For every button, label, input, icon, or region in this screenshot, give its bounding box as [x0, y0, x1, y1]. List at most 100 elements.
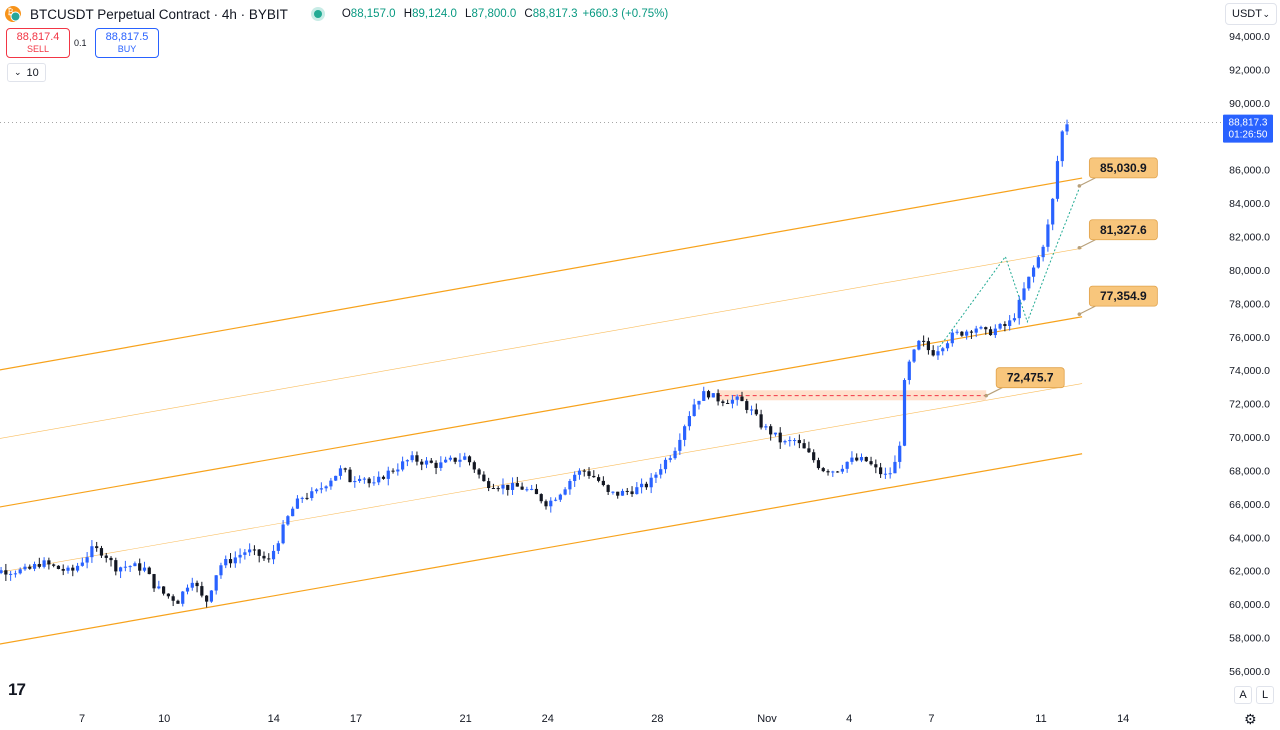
- candle-body: [85, 557, 89, 563]
- candle-body: [883, 473, 887, 475]
- x-tick-label: 17: [350, 713, 362, 725]
- ohlc-high: 89,124.0: [412, 8, 457, 20]
- candle-body: [219, 565, 223, 576]
- candle-body: [544, 501, 548, 507]
- symbol-title[interactable]: BTCUSDT Perpetual Contract · 4h · BYBIT: [30, 6, 288, 22]
- candle-body: [401, 461, 405, 470]
- candle-body: [759, 414, 763, 428]
- ohlc-high-label: H: [403, 8, 413, 20]
- candle-body: [1003, 324, 1007, 326]
- candle-body: [243, 552, 247, 555]
- candle-body: [549, 500, 553, 507]
- y-tick-label: 92,000.0: [1229, 64, 1270, 76]
- candle-body: [362, 478, 366, 480]
- y-tick-label: 66,000.0: [1229, 499, 1270, 511]
- candle-body: [859, 457, 864, 461]
- candle-body: [71, 567, 75, 571]
- candle-body: [1051, 198, 1055, 225]
- candle-body: [984, 327, 988, 330]
- candle-body: [429, 460, 433, 463]
- candle-body: [166, 593, 170, 597]
- tradingview-logo[interactable]: 17: [8, 680, 26, 699]
- x-tick-label: Nov: [757, 713, 777, 725]
- candle-body: [372, 482, 376, 484]
- candle-body: [32, 563, 37, 569]
- candle-body: [295, 498, 300, 509]
- candle-body: [343, 468, 347, 470]
- y-tick-label: 62,000.0: [1229, 566, 1270, 578]
- candle-body: [0, 570, 3, 573]
- candle-body: [960, 331, 964, 336]
- channel-line-0: [0, 177, 1083, 371]
- sell-button[interactable]: 88,817.4 SELL: [6, 28, 70, 58]
- candle-body: [420, 461, 424, 465]
- ohlc-open: 88,157.0: [350, 8, 396, 20]
- sell-label: SELL: [26, 44, 50, 54]
- y-tick-label: 90,000.0: [1229, 98, 1270, 110]
- candle-body: [587, 471, 591, 476]
- candle-body: [104, 555, 108, 558]
- gear-icon[interactable]: ⚙: [1244, 711, 1257, 727]
- candle-body: [334, 475, 338, 481]
- candle-body: [678, 439, 682, 451]
- candle-body: [444, 459, 448, 463]
- candle-body: [812, 452, 816, 461]
- y-tick-label: 68,000.0: [1229, 465, 1270, 477]
- y-tick-label: 84,000.0: [1229, 198, 1270, 210]
- candle-body: [697, 400, 701, 405]
- candle-body: [233, 557, 237, 564]
- candle-body: [13, 573, 18, 575]
- candle-body: [4, 570, 8, 575]
- candle-body: [109, 557, 113, 561]
- candle-body: [181, 591, 185, 604]
- candle-body: [668, 458, 672, 460]
- candle-body: [224, 559, 228, 566]
- candle-body: [630, 491, 634, 495]
- candle-body: [391, 470, 395, 472]
- lots-toggle[interactable]: ⌄ 10: [7, 63, 46, 82]
- candle-body: [262, 555, 266, 559]
- candle-body: [329, 480, 333, 487]
- candle-body: [773, 432, 778, 435]
- candle-body: [654, 474, 658, 478]
- projection-path: [939, 187, 1080, 348]
- candle-body: [735, 396, 739, 400]
- candle-body: [80, 562, 84, 566]
- candle-body: [162, 586, 166, 594]
- candle-body: [56, 565, 61, 569]
- candle-body: [635, 487, 639, 495]
- candle-body: [979, 327, 983, 329]
- candle-body: [993, 328, 997, 336]
- candle-body: [893, 461, 897, 474]
- auto-scale-button[interactable]: A: [1234, 686, 1252, 704]
- candle-body: [133, 563, 137, 567]
- candle-body: [1031, 267, 1036, 277]
- buy-button[interactable]: 88,817.5 BUY: [95, 28, 159, 58]
- candle-body: [601, 480, 605, 486]
- candle-body: [950, 332, 954, 344]
- candle-body: [23, 566, 27, 570]
- target-label-box-0: [1088, 157, 1158, 179]
- candle-body: [573, 474, 577, 482]
- candle-body: [769, 426, 773, 435]
- log-scale-button[interactable]: L: [1256, 686, 1274, 704]
- candle-body: [788, 440, 792, 442]
- candle-body: [410, 455, 414, 461]
- currency-label: USDT: [1232, 8, 1262, 20]
- candle-body: [214, 575, 218, 591]
- candle-body: [740, 396, 744, 402]
- candle-body: [176, 600, 180, 604]
- candle-body: [1036, 257, 1040, 268]
- candle-body: [305, 497, 309, 499]
- candle-body: [683, 426, 687, 440]
- candle-body: [200, 586, 204, 596]
- candle-body: [706, 391, 711, 398]
- candle-body: [152, 574, 156, 589]
- candle-body: [157, 586, 161, 589]
- currency-selector[interactable]: USDT ⌄: [1225, 3, 1277, 25]
- candle-body: [577, 470, 582, 475]
- target-anchor-3: [984, 393, 988, 398]
- candle-body: [314, 489, 319, 492]
- candles: [0, 119, 1069, 608]
